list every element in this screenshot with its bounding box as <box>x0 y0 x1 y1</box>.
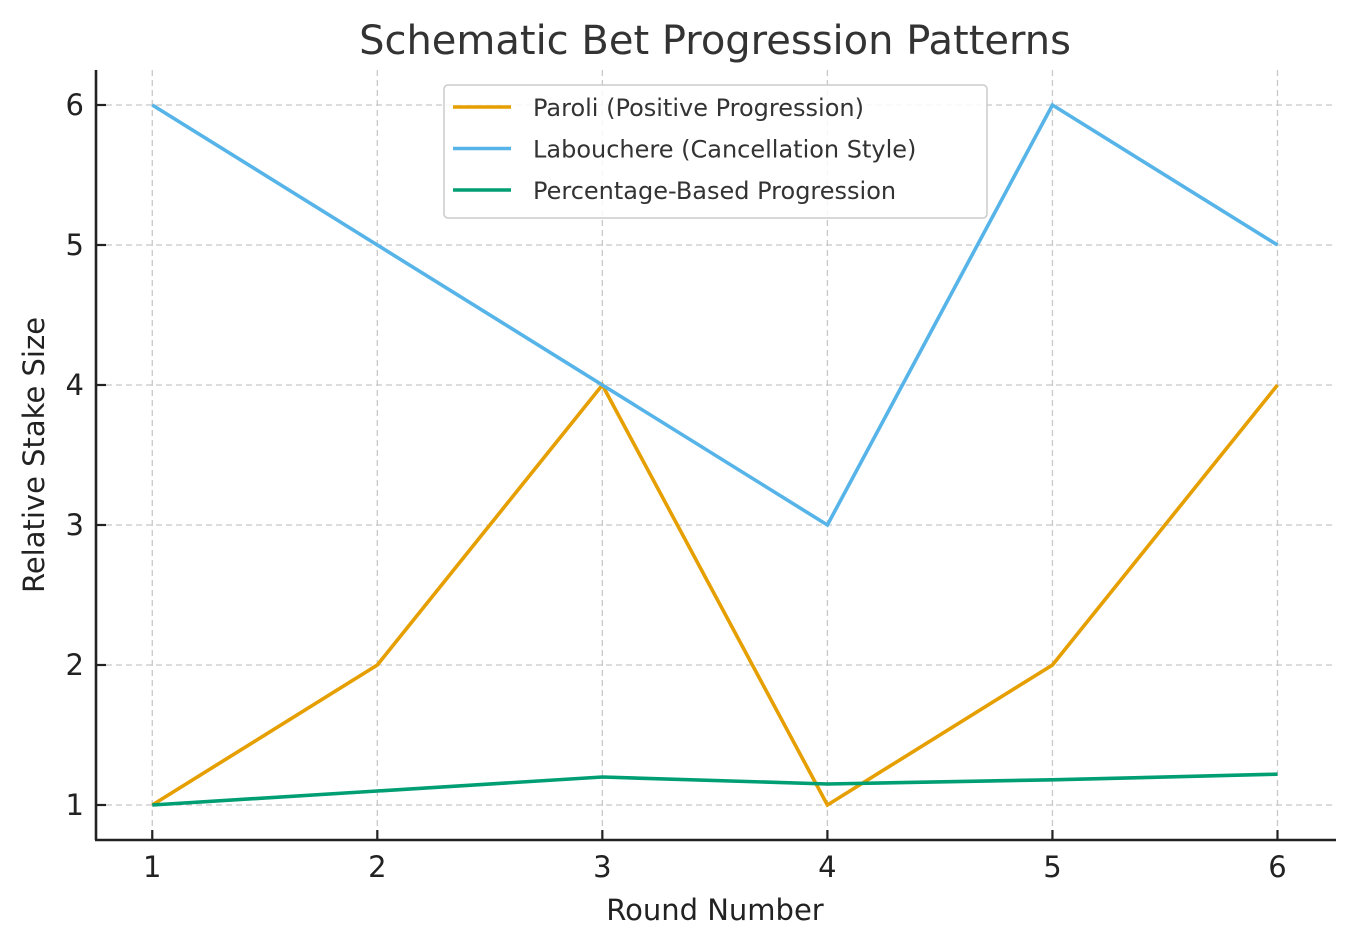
grid-lines <box>96 70 1336 840</box>
x-tick-label: 4 <box>818 850 836 884</box>
axes <box>94 70 1336 842</box>
series-line-1 <box>151 102 1279 528</box>
y-tick-label: 2 <box>66 648 84 682</box>
y-tick-label: 1 <box>66 788 84 822</box>
x-tick-label: 1 <box>143 850 161 884</box>
chart-title: Schematic Bet Progression Patterns <box>359 18 1071 64</box>
x-tick-label: 2 <box>368 850 386 884</box>
y-tick-label: 6 <box>66 88 84 122</box>
x-axis-label: Round Number <box>606 893 824 927</box>
axis-ticks: 1 2 3 4 5 6 1 2 3 4 5 6 <box>66 88 1287 884</box>
series-line-2 <box>152 772 1278 807</box>
y-tick-label: 5 <box>66 228 84 262</box>
legend-box <box>443 84 988 219</box>
legend: Paroli (Positive Progression) Labouchere … <box>443 84 988 219</box>
legend-label: Paroli (Positive Progression) <box>533 94 864 122</box>
x-tick-label: 3 <box>593 850 611 884</box>
y-axis-label: Relative Stake Size <box>17 317 51 593</box>
y-tick-label: 3 <box>66 508 84 542</box>
x-tick-label: 5 <box>1043 850 1061 884</box>
legend-label: Labouchere (Cancellation Style) <box>533 136 916 164</box>
series-line-0 <box>151 381 1279 808</box>
x-tick-label: 6 <box>1268 850 1286 884</box>
y-tick-label: 4 <box>66 368 84 402</box>
plot-lines <box>151 102 1279 808</box>
legend-label: Percentage-Based Progression <box>533 177 896 205</box>
